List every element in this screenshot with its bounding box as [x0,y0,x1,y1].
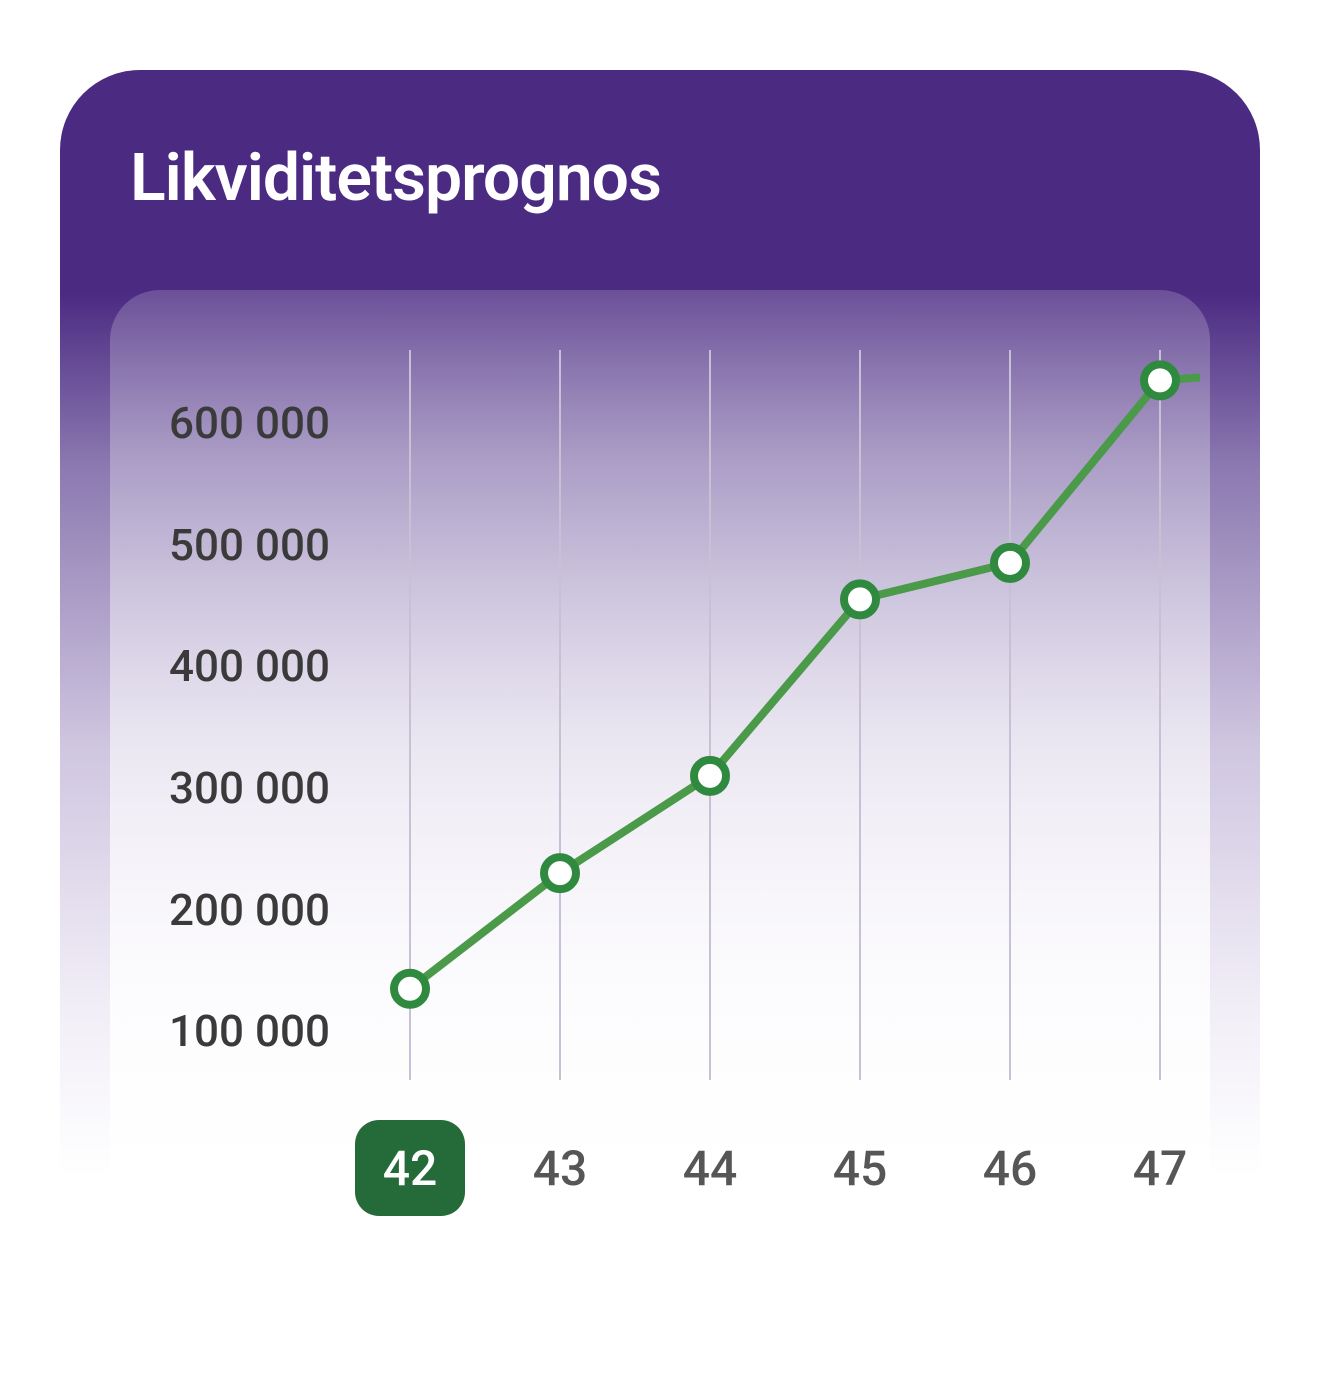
line-chart [370,350,1200,1080]
y-tick-label: 200 000 [169,884,330,936]
y-tick-label: 500 000 [169,519,330,571]
y-axis-labels: 100 000 200 000 300 000 400 000 500 000 600 0… [110,350,360,1080]
y-tick-label: 600 000 [169,397,330,449]
y-tick-label: 400 000 [169,640,330,692]
x-tick-label[interactable]: 47 [1105,1120,1215,1216]
data-point[interactable] [994,547,1026,579]
x-tick-label[interactable]: 42 [355,1120,465,1216]
data-point[interactable] [844,583,876,615]
y-tick-label: 100 000 [169,1005,330,1057]
y-tick-label: 300 000 [169,762,330,814]
data-point[interactable] [694,760,726,792]
card-title: Likviditetsprognos [130,140,661,217]
data-point[interactable] [1144,364,1176,396]
data-point[interactable] [394,973,426,1005]
vertical-gridlines [410,350,1160,1080]
forecast-card: Likviditetsprognos 100 000 200 000 300 000… [60,70,1260,1300]
x-axis-labels: 424344454647 [370,1120,1200,1230]
x-tick-label[interactable]: 44 [655,1120,765,1216]
chart-panel: 100 000 200 000 300 000 400 000 500 000 600 0… [110,290,1210,1250]
x-tick-label[interactable]: 43 [505,1120,615,1216]
x-tick-label[interactable]: 46 [955,1120,1065,1216]
data-point[interactable] [544,857,576,889]
series-line [410,377,1200,988]
x-tick-label[interactable]: 45 [805,1120,915,1216]
